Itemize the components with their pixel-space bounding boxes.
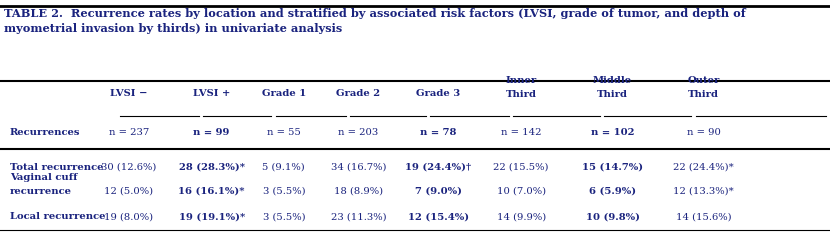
Text: Local recurrence: Local recurrence bbox=[10, 212, 105, 221]
Text: TABLE 2.  Recurrence rates by location and stratified by associated risk factors: TABLE 2. Recurrence rates by location an… bbox=[4, 8, 746, 34]
Text: n = 203: n = 203 bbox=[339, 128, 378, 137]
Text: 15 (14.7%): 15 (14.7%) bbox=[582, 163, 643, 172]
Text: Outer: Outer bbox=[687, 76, 720, 85]
Text: 19 (24.4%)†: 19 (24.4%)† bbox=[405, 163, 471, 172]
Text: 3 (5.5%): 3 (5.5%) bbox=[262, 212, 305, 221]
Text: 7 (9.0%): 7 (9.0%) bbox=[415, 186, 461, 195]
Text: n = 90: n = 90 bbox=[687, 128, 720, 137]
Text: 22 (24.4%)*: 22 (24.4%)* bbox=[673, 163, 735, 172]
Text: 10 (7.0%): 10 (7.0%) bbox=[496, 186, 546, 195]
Text: Grade 3: Grade 3 bbox=[416, 89, 461, 98]
Text: 16 (16.1%)*: 16 (16.1%)* bbox=[178, 186, 245, 195]
Text: 19 (8.0%): 19 (8.0%) bbox=[104, 212, 154, 221]
Text: Inner: Inner bbox=[505, 76, 537, 85]
Text: n = 102: n = 102 bbox=[591, 128, 634, 137]
Text: Third: Third bbox=[688, 90, 720, 99]
Text: 12 (13.3%)*: 12 (13.3%)* bbox=[673, 186, 735, 195]
Text: n = 99: n = 99 bbox=[193, 128, 230, 137]
Text: 22 (15.5%): 22 (15.5%) bbox=[494, 163, 549, 172]
Text: 6 (5.9%): 6 (5.9%) bbox=[589, 186, 636, 195]
Text: Recurrences: Recurrences bbox=[10, 128, 81, 137]
Text: Middle: Middle bbox=[593, 76, 632, 85]
Text: 23 (11.3%): 23 (11.3%) bbox=[330, 212, 387, 221]
Text: 28 (28.3%)*: 28 (28.3%)* bbox=[178, 163, 245, 172]
Text: 18 (8.9%): 18 (8.9%) bbox=[334, 186, 383, 195]
Text: LVSI +: LVSI + bbox=[193, 89, 230, 98]
Text: 5 (9.1%): 5 (9.1%) bbox=[262, 163, 305, 172]
Text: 14 (15.6%): 14 (15.6%) bbox=[676, 212, 732, 221]
Text: n = 78: n = 78 bbox=[420, 128, 457, 137]
Text: Grade 1: Grade 1 bbox=[261, 89, 306, 98]
Text: 12 (5.0%): 12 (5.0%) bbox=[104, 186, 154, 195]
Text: 14 (9.9%): 14 (9.9%) bbox=[496, 212, 546, 221]
Text: LVSI −: LVSI − bbox=[110, 89, 148, 98]
Text: n = 237: n = 237 bbox=[109, 128, 149, 137]
Text: 34 (16.7%): 34 (16.7%) bbox=[331, 163, 386, 172]
Text: n = 55: n = 55 bbox=[267, 128, 300, 137]
Text: 30 (12.6%): 30 (12.6%) bbox=[101, 163, 156, 172]
Text: 12 (15.4%): 12 (15.4%) bbox=[408, 212, 469, 221]
Text: 3 (5.5%): 3 (5.5%) bbox=[262, 186, 305, 195]
Text: Vaginal cuff: Vaginal cuff bbox=[10, 173, 77, 182]
Text: Total recurrence: Total recurrence bbox=[10, 163, 104, 172]
Text: Third: Third bbox=[505, 90, 537, 99]
Text: Third: Third bbox=[597, 90, 628, 99]
Text: n = 142: n = 142 bbox=[501, 128, 541, 137]
Text: 19 (19.1%)*: 19 (19.1%)* bbox=[178, 212, 245, 221]
Text: recurrence: recurrence bbox=[10, 187, 72, 196]
Text: 10 (9.8%): 10 (9.8%) bbox=[585, 212, 640, 221]
Text: Grade 2: Grade 2 bbox=[336, 89, 381, 98]
